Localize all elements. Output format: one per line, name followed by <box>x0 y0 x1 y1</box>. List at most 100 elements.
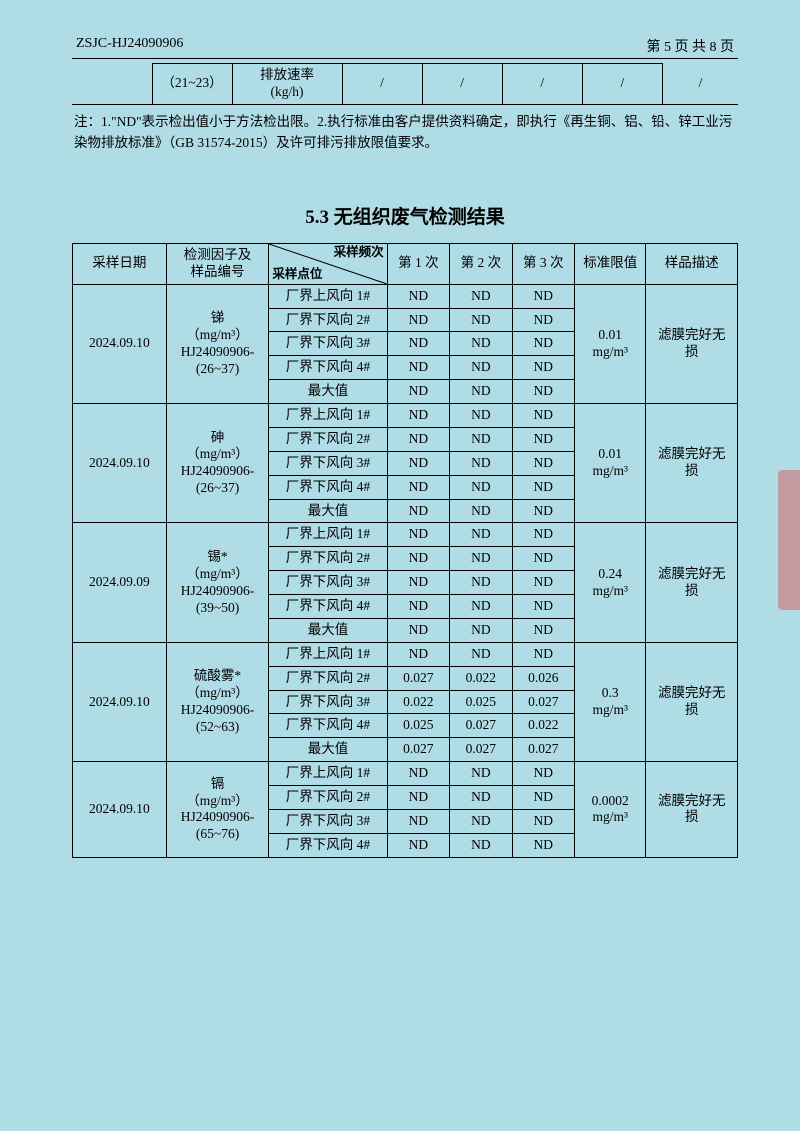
location-cell: 厂界下风向 4# <box>269 475 387 499</box>
value-cell: ND <box>450 380 512 404</box>
value-cell: ND <box>387 642 449 666</box>
value-cell: 0.027 <box>512 690 574 714</box>
limit-cell: 0.24 mg/m³ <box>575 523 646 642</box>
value-cell: ND <box>387 618 449 642</box>
value-cell: ND <box>387 380 449 404</box>
slash-cell: / <box>582 64 662 105</box>
value-cell: 0.027 <box>450 714 512 738</box>
value-cell: 0.022 <box>387 690 449 714</box>
value-cell: ND <box>512 762 574 786</box>
value-cell: ND <box>387 595 449 619</box>
limit-cell: 0.01 mg/m³ <box>575 404 646 523</box>
date-cell: 2024.09.10 <box>73 762 167 858</box>
edge-stamp <box>778 470 800 610</box>
value-cell: ND <box>512 332 574 356</box>
col-t3: 第 3 次 <box>512 243 574 284</box>
factor-cell: 锑 （mg/m³） HJ24090906- (26~37) <box>166 284 269 403</box>
slash-cell: / <box>342 64 422 105</box>
factor-cell: 镉 （mg/m³） HJ24090906- (65~76) <box>166 762 269 858</box>
value-cell: 0.022 <box>450 666 512 690</box>
value-cell: ND <box>387 571 449 595</box>
col-date: 采样日期 <box>73 243 167 284</box>
value-cell: ND <box>387 809 449 833</box>
factor-cell: 砷 （mg/m³） HJ24090906- (26~37) <box>166 404 269 523</box>
value-cell: ND <box>450 809 512 833</box>
value-cell: 0.027 <box>387 738 449 762</box>
location-cell: 厂界上风向 1# <box>269 762 387 786</box>
value-cell: ND <box>512 523 574 547</box>
factor-cell: 硫酸雾* （mg/m³） HJ24090906- (52~63) <box>166 642 269 761</box>
location-cell: 厂界下风向 2# <box>269 666 387 690</box>
col-diagonal: 采样频次 采样点位 <box>269 243 387 284</box>
value-cell: ND <box>512 809 574 833</box>
value-cell: ND <box>512 284 574 308</box>
location-cell: 厂界下风向 3# <box>269 690 387 714</box>
value-cell: ND <box>512 833 574 857</box>
location-cell: 厂界下风向 2# <box>269 308 387 332</box>
location-cell: 最大值 <box>269 499 387 523</box>
value-cell: ND <box>387 762 449 786</box>
location-cell: 厂界下风向 4# <box>269 833 387 857</box>
location-cell: 厂界下风向 3# <box>269 332 387 356</box>
limit-cell: 0.3 mg/m³ <box>575 642 646 761</box>
value-cell: 0.025 <box>450 690 512 714</box>
value-cell: ND <box>512 595 574 619</box>
location-cell: 最大值 <box>269 738 387 762</box>
page-header: ZSJC-HJ24090906 第 5 页 共 8 页 <box>72 36 738 59</box>
location-cell: 厂界下风向 2# <box>269 786 387 810</box>
limit-cell: 0.0002 mg/m³ <box>575 762 646 858</box>
value-cell: ND <box>450 642 512 666</box>
desc-cell: 滤膜完好无 损 <box>646 762 738 858</box>
value-cell: ND <box>512 475 574 499</box>
value-cell: 0.022 <box>512 714 574 738</box>
value-cell: ND <box>512 380 574 404</box>
slash-cell: / <box>422 64 502 105</box>
location-cell: 厂界下风向 3# <box>269 809 387 833</box>
value-cell: ND <box>450 833 512 857</box>
value-cell: ND <box>387 356 449 380</box>
value-cell: ND <box>512 547 574 571</box>
location-cell: 厂界下风向 4# <box>269 714 387 738</box>
value-cell: ND <box>450 451 512 475</box>
value-cell: ND <box>387 786 449 810</box>
location-cell: 厂界下风向 4# <box>269 595 387 619</box>
value-cell: ND <box>450 595 512 619</box>
value-cell: ND <box>387 833 449 857</box>
col-factor: 检测因子及 样品编号 <box>166 243 269 284</box>
value-cell: 0.026 <box>512 666 574 690</box>
col-t2: 第 2 次 <box>450 243 512 284</box>
location-cell: 厂界下风向 3# <box>269 451 387 475</box>
value-cell: ND <box>512 356 574 380</box>
value-cell: ND <box>450 404 512 428</box>
value-cell: 0.027 <box>387 666 449 690</box>
value-cell: 0.027 <box>512 738 574 762</box>
section-title: 5.3 无组织废气检测结果 <box>72 202 738 229</box>
value-cell: ND <box>450 762 512 786</box>
value-cell: ND <box>387 308 449 332</box>
page-number: 第 5 页 共 8 页 <box>647 36 735 56</box>
value-cell: ND <box>450 308 512 332</box>
col-limit: 标准限值 <box>575 243 646 284</box>
value-cell: ND <box>450 427 512 451</box>
value-cell: ND <box>450 499 512 523</box>
desc-cell: 滤膜完好无 损 <box>646 404 738 523</box>
value-cell: ND <box>387 404 449 428</box>
slash-cell: / <box>662 64 738 105</box>
value-cell: ND <box>387 332 449 356</box>
value-cell: ND <box>450 786 512 810</box>
value-cell: ND <box>512 451 574 475</box>
factor-cell: 锡* （mg/m³） HJ24090906- (39~50) <box>166 523 269 642</box>
value-cell: ND <box>512 404 574 428</box>
value-cell: ND <box>450 284 512 308</box>
value-cell: 0.025 <box>387 714 449 738</box>
value-cell: ND <box>450 618 512 642</box>
location-cell: 厂界上风向 1# <box>269 404 387 428</box>
value-cell: ND <box>450 571 512 595</box>
value-cell: ND <box>387 523 449 547</box>
location-cell: 厂界下风向 3# <box>269 571 387 595</box>
date-cell: 2024.09.10 <box>73 642 167 761</box>
location-cell: 厂界上风向 1# <box>269 642 387 666</box>
location-cell: 厂界下风向 4# <box>269 356 387 380</box>
location-cell: 厂界下风向 2# <box>269 547 387 571</box>
value-cell: ND <box>512 618 574 642</box>
